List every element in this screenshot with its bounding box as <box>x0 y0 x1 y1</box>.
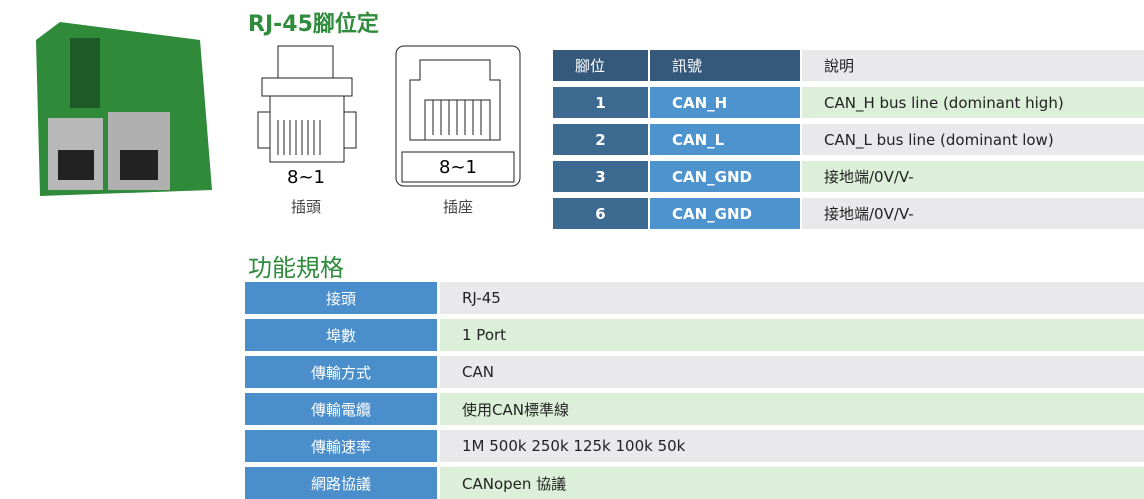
spec-value: CAN <box>440 356 1144 388</box>
spec-label: 傳輸方式 <box>245 356 437 388</box>
pin-cell: CAN_H bus line (dominant high) <box>802 87 1144 118</box>
socket-diagram <box>395 45 521 187</box>
spec-value: 1M 500k 250k 125k 100k 50k <box>440 430 1144 462</box>
spec-label: 埠數 <box>245 319 437 351</box>
pinout-title: RJ-45腳位定 <box>248 12 379 37</box>
pin-cell: CAN_L <box>650 124 800 155</box>
pin-cell: 2 <box>553 124 648 155</box>
spec-value: 使用CAN標準線 <box>440 393 1144 425</box>
pin-cell: 6 <box>553 198 648 229</box>
socket-caption: 插座 <box>443 198 473 216</box>
pin-cell: 3 <box>553 161 648 192</box>
pin-cell: CAN_L bus line (dominant low) <box>802 124 1144 155</box>
plug-caption: 插頭 <box>291 198 321 216</box>
plug-diagram <box>257 45 357 163</box>
pin-cell: CAN_GND <box>650 161 800 192</box>
pin-cell: 接地端/0V/V- <box>802 161 1144 192</box>
pin-cell: CAN_H <box>650 87 800 118</box>
spec-label: 傳輸電纜 <box>245 393 437 425</box>
spec-value: CANopen 協議 <box>440 467 1144 499</box>
pin-header: 腳位 <box>553 50 648 81</box>
specs-title: 功能規格 <box>248 254 344 282</box>
socket-label: 8~1 <box>439 157 477 178</box>
spec-label: 網路協議 <box>245 467 437 499</box>
spec-label: 接頭 <box>245 282 437 314</box>
plug-label: 8~1 <box>287 167 325 188</box>
pin-cell: CAN_GND <box>650 198 800 229</box>
pin-cell: 1 <box>553 87 648 118</box>
spec-value: 1 Port <box>440 319 1144 351</box>
spec-value: RJ-45 <box>440 282 1144 314</box>
pin-header: 訊號 <box>650 50 800 81</box>
spec-label: 傳輸速率 <box>245 430 437 462</box>
product-image <box>32 12 220 200</box>
pin-cell: 接地端/0V/V- <box>802 198 1144 229</box>
pin-header: 說明 <box>802 50 1144 81</box>
